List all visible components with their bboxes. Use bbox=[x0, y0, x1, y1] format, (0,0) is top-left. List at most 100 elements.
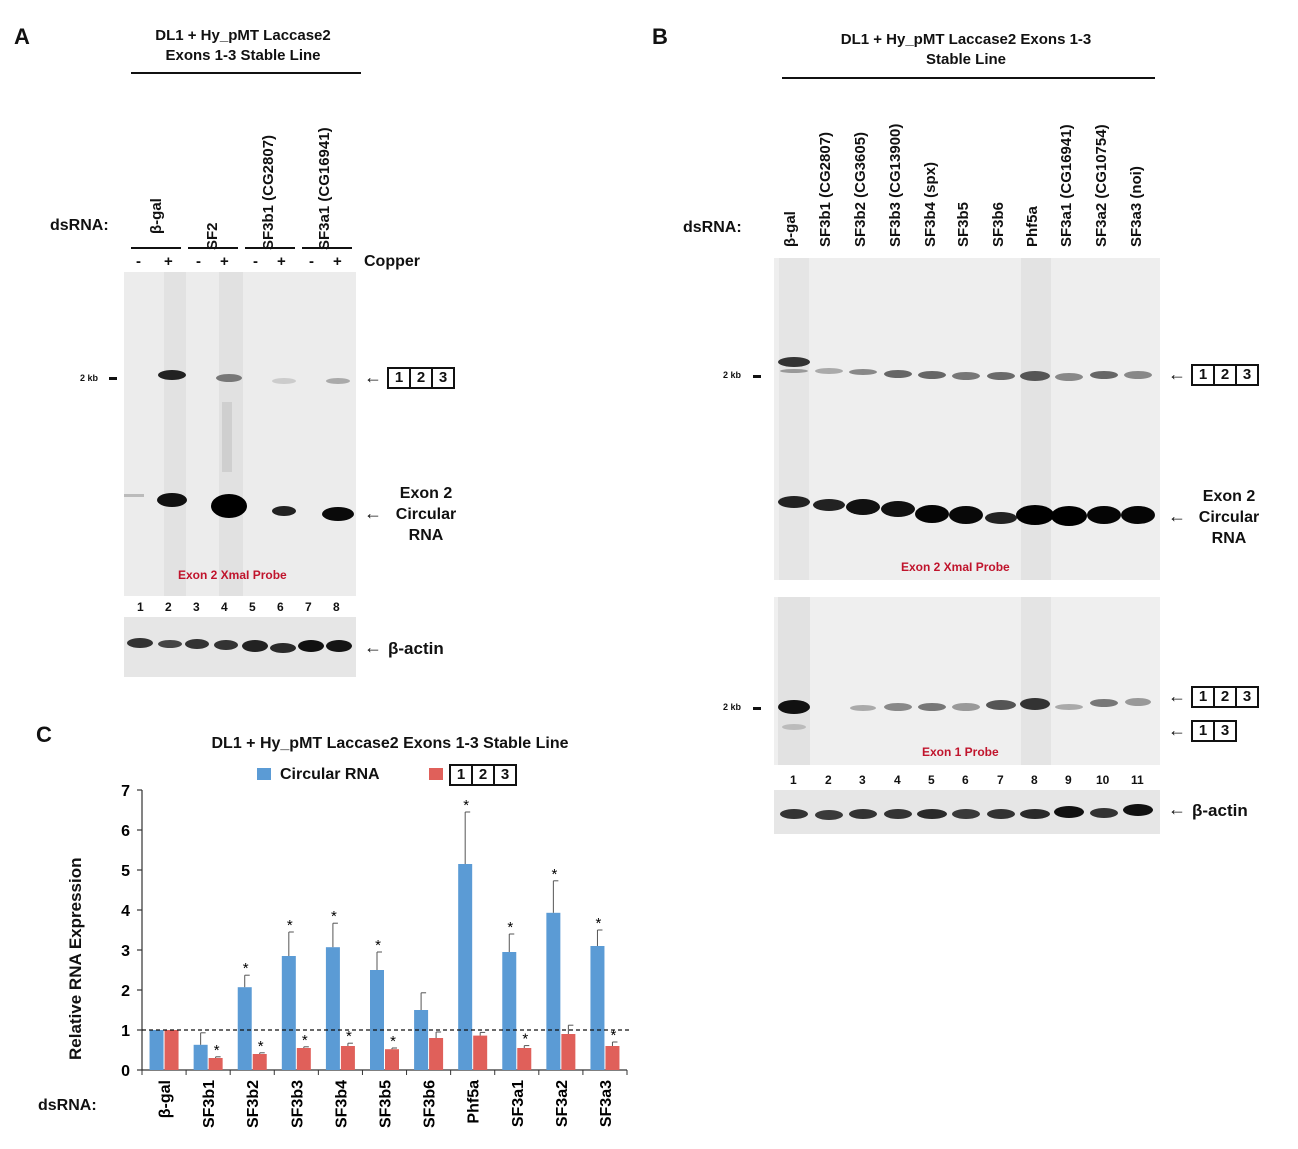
left-arrow-icon: ← bbox=[1168, 686, 1186, 706]
y-tick-label: 1 bbox=[121, 1023, 130, 1040]
significance-star: * bbox=[390, 1033, 396, 1050]
panel-a-group-label: SF2 bbox=[204, 222, 221, 250]
y-tick-label: 0 bbox=[121, 1063, 130, 1080]
significance-star: * bbox=[258, 1038, 264, 1055]
panel-b-title-line2: Stable Line bbox=[925, 51, 1007, 68]
copper-sign: - bbox=[196, 253, 201, 270]
x-tick-label: SF3b5 bbox=[378, 1080, 395, 1128]
panel-a-marker-tick bbox=[109, 377, 117, 380]
panel-a-actin-label: β-actin bbox=[388, 639, 444, 658]
x-tick-label: SF3b3 bbox=[289, 1080, 306, 1128]
panel-a-group-rule bbox=[245, 247, 295, 249]
lane-number: 1 bbox=[790, 773, 797, 787]
exon-box: 2 bbox=[1215, 688, 1238, 707]
significance-star: * bbox=[287, 917, 293, 934]
bar-circular bbox=[502, 952, 517, 1070]
y-tick-label: 5 bbox=[121, 863, 130, 880]
bar-circular bbox=[590, 946, 605, 1070]
significance-star: * bbox=[463, 797, 469, 814]
panel-b-lane-label: SF3b4 (spx) bbox=[922, 161, 939, 247]
exon-box: 1 bbox=[451, 766, 473, 784]
chart-title: DL1 + Hy_pMT Laccase2 Exons 1-3 Stable L… bbox=[211, 735, 569, 752]
panel-b-letter: B bbox=[652, 24, 668, 49]
panel-a-letter: A bbox=[14, 24, 30, 49]
lane-number: 11 bbox=[1131, 773, 1144, 787]
panel-a-marker: 2 kb bbox=[80, 373, 99, 383]
exon-box: 1 bbox=[389, 369, 412, 388]
copper-sign: + bbox=[277, 253, 286, 270]
circ-label-line: Exon 2 bbox=[399, 485, 453, 502]
legend-label-circular: Circular RNA bbox=[280, 766, 380, 783]
lane-number: 5 bbox=[249, 600, 256, 614]
significance-star: * bbox=[611, 1027, 617, 1044]
bar-linear bbox=[164, 1030, 179, 1070]
bar-linear bbox=[605, 1046, 620, 1070]
copper-label: Copper bbox=[364, 253, 420, 270]
x-tick-label: SF3b2 bbox=[245, 1080, 262, 1128]
legend-swatch-circular bbox=[257, 768, 271, 780]
y-tick-label: 3 bbox=[121, 943, 130, 960]
bar-linear bbox=[252, 1054, 267, 1070]
panel-a-title-line1: DL1 + Hy_pMT Laccase2 bbox=[155, 27, 331, 44]
panel-b-title-rule bbox=[782, 77, 1155, 79]
panel-c-letter: C bbox=[36, 722, 52, 747]
exon-box: 3 bbox=[438, 369, 448, 387]
panel-a-actin-gel bbox=[124, 617, 356, 677]
panel-b-circ-label: Exon 2 Circular RNA bbox=[1186, 486, 1272, 549]
significance-star: * bbox=[346, 1028, 352, 1045]
panel-a-group-rule bbox=[131, 247, 181, 249]
x-tick-label: SF3a3 bbox=[598, 1080, 615, 1127]
lane-number: 2 bbox=[165, 600, 172, 614]
bar-chart: 0 1 2 3 4 5 6 7 * * * * * * * * * * * * * * * β-gal SF3b1 SF3b2… bbox=[121, 783, 630, 1128]
y-tick-label: 7 bbox=[121, 783, 130, 800]
bar-circular bbox=[414, 1010, 429, 1070]
bar-circular bbox=[281, 956, 296, 1070]
bar-linear bbox=[429, 1038, 444, 1070]
lane-number: 10 bbox=[1096, 773, 1110, 787]
panel-b-probe-bottom: Exon 1 Probe bbox=[922, 745, 999, 759]
exon-box: 2 bbox=[411, 369, 434, 388]
exon-box: 2 bbox=[473, 766, 495, 784]
exon-box: 3 bbox=[500, 766, 510, 783]
y-tick-label: 6 bbox=[121, 823, 130, 840]
significance-star: * bbox=[507, 919, 513, 936]
panel-b-gel-bottom bbox=[774, 597, 1160, 765]
bar-linear bbox=[340, 1046, 355, 1070]
lane-number: 5 bbox=[928, 773, 935, 787]
panel-b-actin-label: β-actin bbox=[1192, 801, 1248, 820]
panel-a-title-rule bbox=[131, 72, 361, 74]
panel-a-circ-label: Exon 2 Circular RNA bbox=[384, 483, 468, 546]
x-tick-label: β-gal bbox=[157, 1080, 174, 1118]
panel-b-title: DL1 + Hy_pMT Laccase2 Exons 1-3 Stable L… bbox=[790, 30, 1142, 70]
y-tick-label: 2 bbox=[121, 983, 130, 1000]
lane-number: 4 bbox=[894, 773, 901, 787]
circ-label-line: RNA bbox=[408, 527, 444, 544]
lane-number: 4 bbox=[221, 600, 228, 614]
panel-b-dsrna-label: dsRNA: bbox=[683, 219, 742, 236]
panel-b-marker-top: 2 kb bbox=[723, 370, 742, 380]
lane-number: 6 bbox=[962, 773, 969, 787]
lane-number: 7 bbox=[997, 773, 1004, 787]
copper-sign: - bbox=[253, 253, 258, 270]
chart-ylabel: Relative RNA Expression bbox=[66, 857, 85, 1061]
panel-b-lane-label: SF3b1 (CG2807) bbox=[817, 131, 834, 247]
significance-star: * bbox=[243, 960, 249, 977]
significance-star: * bbox=[302, 1032, 308, 1049]
x-tick-label: SF3a2 bbox=[554, 1080, 571, 1127]
panel-a-group-rule bbox=[188, 247, 238, 249]
bar-linear bbox=[385, 1049, 399, 1070]
panel-b-lane-label: SF3a3 (noi) bbox=[1128, 166, 1145, 247]
panel-b-gel-top bbox=[774, 258, 1160, 580]
bar-circular bbox=[149, 1030, 164, 1070]
lane-number: 3 bbox=[193, 600, 200, 614]
panel-a-group-label: SF3b1 (CG2807) bbox=[260, 134, 277, 250]
panel-a-probe-label: Exon 2 XmaI Probe bbox=[178, 568, 287, 582]
lane-number: 2 bbox=[825, 773, 832, 787]
x-tick-label: SF3b4 bbox=[333, 1080, 350, 1128]
